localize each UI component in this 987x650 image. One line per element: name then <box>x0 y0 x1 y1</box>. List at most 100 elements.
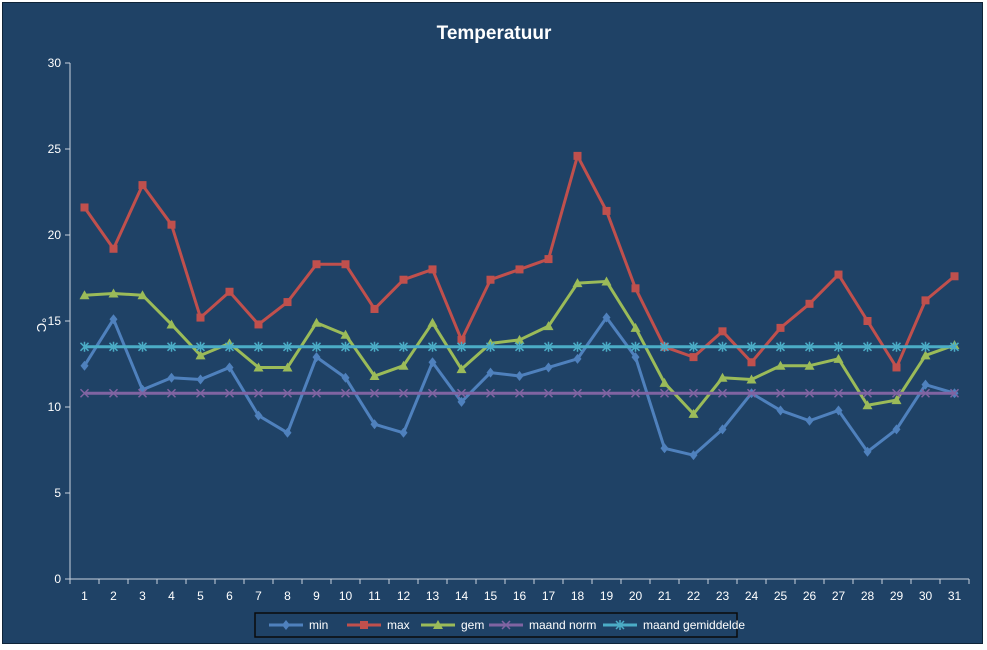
series-min <box>80 312 959 461</box>
x-tick-label: 12 <box>397 589 411 603</box>
data-point <box>776 323 785 332</box>
data-point <box>572 388 583 398</box>
data-point <box>950 272 959 281</box>
data-point <box>369 341 380 352</box>
data-point <box>920 350 931 360</box>
data-point <box>369 371 380 381</box>
data-point <box>457 335 466 344</box>
data-point <box>601 388 612 398</box>
x-tick-label: 5 <box>197 589 204 603</box>
data-point <box>862 400 873 410</box>
data-point <box>775 360 786 370</box>
data-point <box>399 427 408 438</box>
x-tick-label: 8 <box>284 589 291 603</box>
x-tick-label: 4 <box>168 589 175 603</box>
y-tick-label: 15 <box>48 314 62 328</box>
x-tick-label: 11 <box>368 589 381 603</box>
data-point <box>79 290 90 300</box>
x-tick-label: 1 <box>81 589 88 603</box>
data-point <box>311 341 322 352</box>
data-point <box>862 388 873 398</box>
data-point <box>804 360 815 370</box>
data-point <box>833 353 844 363</box>
data-point <box>80 203 89 212</box>
data-point <box>891 388 902 398</box>
x-tick-label: 27 <box>832 589 846 603</box>
data-point <box>949 388 960 398</box>
data-point <box>224 341 235 352</box>
data-point <box>514 341 525 352</box>
data-point <box>138 181 147 190</box>
data-point <box>253 362 264 372</box>
data-point <box>167 372 176 383</box>
data-point <box>602 312 611 323</box>
series-maand-gemiddelde <box>79 341 960 352</box>
data-point <box>312 260 321 269</box>
data-point <box>863 446 872 457</box>
data-point <box>398 360 409 370</box>
chart-title: Temperatuur <box>437 23 552 44</box>
data-point <box>456 364 467 374</box>
data-point <box>225 287 234 296</box>
data-point <box>253 341 264 352</box>
data-point <box>428 265 437 274</box>
x-tick-label: 15 <box>484 589 498 603</box>
data-point <box>717 372 728 382</box>
legend-label: min <box>309 618 328 632</box>
data-point <box>573 353 582 364</box>
data-point <box>486 367 495 378</box>
data-point <box>689 353 698 362</box>
data-point <box>428 357 437 368</box>
data-point <box>137 341 148 352</box>
data-point <box>572 341 583 352</box>
data-point <box>79 388 90 398</box>
x-tick-label: 3 <box>139 589 146 603</box>
data-point <box>427 341 438 352</box>
x-tick-label: 16 <box>513 589 527 603</box>
x-tick-label: 19 <box>600 589 614 603</box>
data-point <box>630 388 641 398</box>
legend-marker <box>360 621 368 629</box>
data-point <box>688 408 699 418</box>
legend-marker <box>282 620 290 630</box>
data-point <box>341 260 350 269</box>
series-maand-norm <box>79 388 960 398</box>
data-point <box>543 341 554 352</box>
x-tick-label: 20 <box>629 589 643 603</box>
y-tick-label: 10 <box>48 400 62 414</box>
data-point <box>717 341 728 352</box>
data-point <box>659 341 670 352</box>
x-tick-label: 2 <box>110 589 117 603</box>
data-point <box>195 388 206 398</box>
data-point <box>312 352 321 363</box>
data-point <box>196 374 205 385</box>
data-point <box>311 388 322 398</box>
data-point <box>137 388 148 398</box>
data-point <box>485 341 496 352</box>
data-point <box>631 352 640 363</box>
data-point <box>80 360 89 371</box>
data-point <box>572 278 583 288</box>
data-point <box>515 371 524 382</box>
data-point <box>717 388 728 398</box>
data-point <box>369 388 380 398</box>
data-point <box>688 341 699 352</box>
x-tick-label: 31 <box>948 589 962 603</box>
data-point <box>833 388 844 398</box>
legend-marker <box>501 620 511 630</box>
data-point <box>892 424 901 435</box>
data-point <box>862 341 873 352</box>
data-point <box>515 265 524 274</box>
data-point <box>834 270 843 279</box>
legend-box <box>254 612 738 638</box>
legend-label: maand gemiddelde <box>643 618 745 632</box>
x-tick-label: 10 <box>339 589 353 603</box>
data-point <box>689 450 698 461</box>
data-point <box>108 341 119 352</box>
series-layer <box>79 151 960 461</box>
x-tick-label: 21 <box>658 589 672 603</box>
data-point <box>254 410 263 421</box>
data-point <box>109 314 118 325</box>
